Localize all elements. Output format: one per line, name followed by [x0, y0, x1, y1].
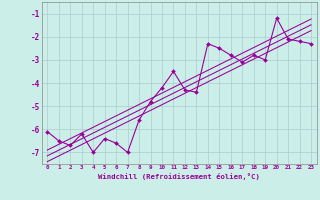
- X-axis label: Windchill (Refroidissement éolien,°C): Windchill (Refroidissement éolien,°C): [98, 173, 260, 180]
